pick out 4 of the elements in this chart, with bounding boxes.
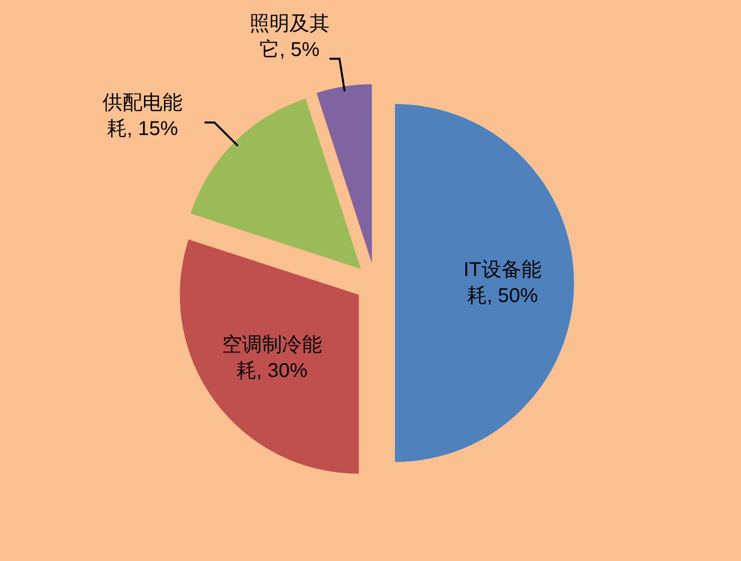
slice-label: IT设备能耗, 50% — [462, 258, 542, 309]
slice-label: 照明及其它, 5% — [248, 12, 330, 63]
slice-label: 供配电能耗, 15% — [101, 91, 184, 142]
slice-label: 空调制冷能耗, 30% — [220, 332, 323, 384]
